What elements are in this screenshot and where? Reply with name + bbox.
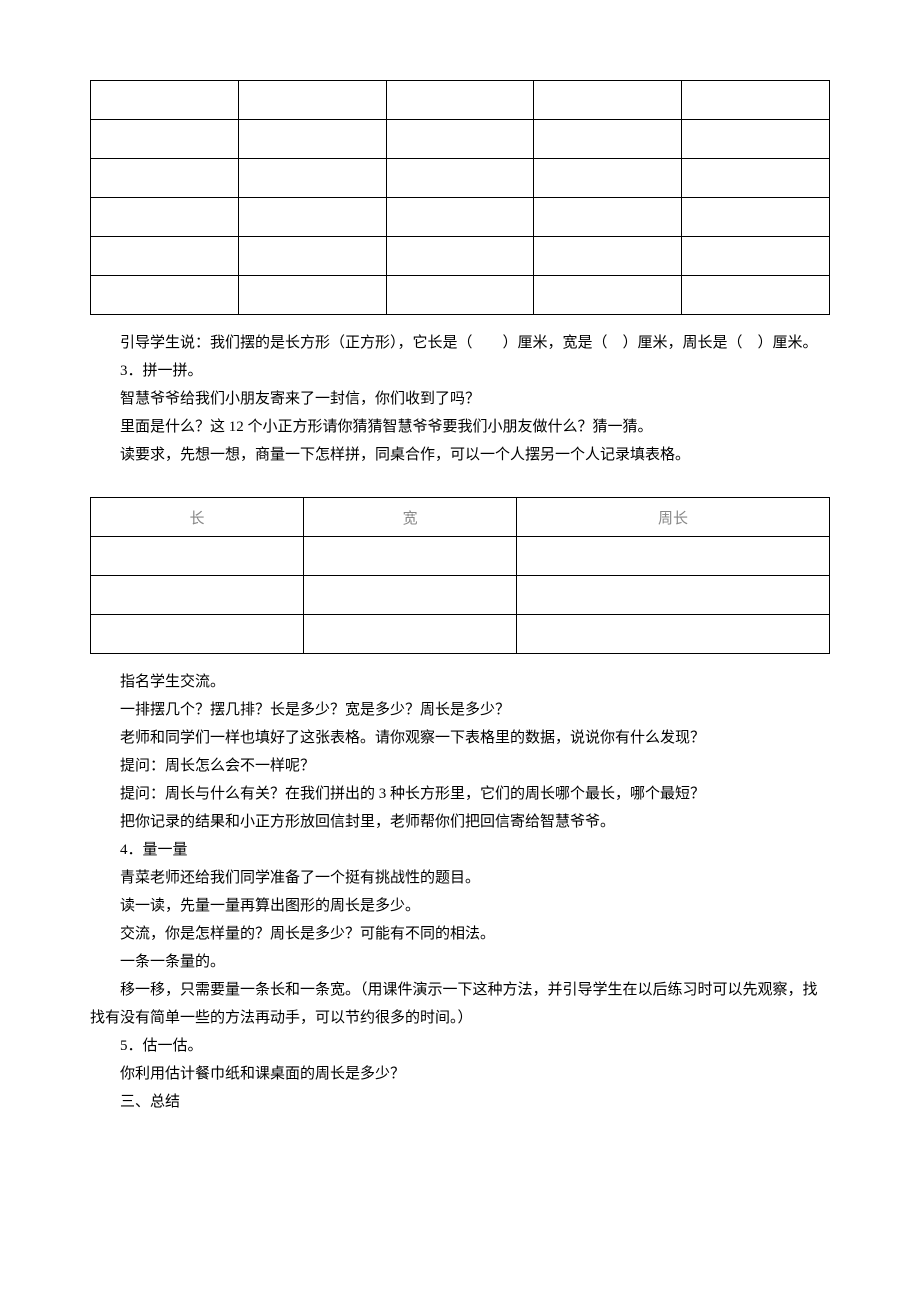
- paragraph: 你利用估计餐巾纸和课桌面的周长是多少？: [90, 1060, 830, 1088]
- paragraph: 读一读，先量一量再算出图形的周长是多少。: [90, 892, 830, 920]
- paragraph: 里面是什么？这 12 个小正方形请你猜猜智慧爷爷要我们小朋友做什么？猜一猜。: [90, 413, 830, 441]
- table-row: [91, 615, 830, 654]
- table-cell: [682, 120, 830, 159]
- paragraph-section-3: 3．拼一拼。: [90, 357, 830, 385]
- table-cell: [238, 276, 386, 315]
- paragraph-intro: 引导学生说：我们摆的是长方形（正方形），它长是（ ）厘米，宽是（ ）厘米，周长是…: [90, 329, 830, 357]
- table-cell: [534, 120, 682, 159]
- table-cell: [91, 120, 239, 159]
- table-cell: [386, 81, 534, 120]
- table-row: [91, 120, 830, 159]
- table-cell: [304, 576, 517, 615]
- table-header-row: 长 宽 周长: [91, 498, 830, 537]
- table-cell: [682, 81, 830, 120]
- table-cell: [91, 576, 304, 615]
- table-cell: [386, 237, 534, 276]
- paragraph: 把你记录的结果和小正方形放回信封里，老师帮你们把回信寄给智慧爷爷。: [90, 808, 830, 836]
- table-cell: [534, 198, 682, 237]
- table-cell: [91, 615, 304, 654]
- grid-table-1: [90, 80, 830, 315]
- document-page: 引导学生说：我们摆的是长方形（正方形），它长是（ ）厘米，宽是（ ）厘米，周长是…: [0, 0, 920, 1176]
- paragraph: 提问：周长怎么会不一样呢？: [90, 752, 830, 780]
- table-cell: [91, 81, 239, 120]
- table-cell: [386, 159, 534, 198]
- paragraph: 提问：周长与什么有关？在我们拼出的 3 种长方形里，它们的周长哪个最长，哪个最短…: [90, 780, 830, 808]
- table-cell: [682, 159, 830, 198]
- table-row: [91, 198, 830, 237]
- paragraph: 一排摆几个？摆几排？长是多少？宽是多少？周长是多少？: [90, 696, 830, 724]
- table-cell: [238, 198, 386, 237]
- table-cell: [91, 159, 239, 198]
- table-cell: [534, 237, 682, 276]
- table-cell: [238, 159, 386, 198]
- grid-table-2: 长 宽 周长: [90, 497, 830, 654]
- table-header-perimeter: 周长: [517, 498, 830, 537]
- table-cell: [91, 237, 239, 276]
- table-row: [91, 576, 830, 615]
- table-cell: [534, 81, 682, 120]
- table-cell: [682, 237, 830, 276]
- spacer: [90, 469, 830, 497]
- paragraph: 智慧爷爷给我们小朋友寄来了一封信，你们收到了吗？: [90, 385, 830, 413]
- paragraph: 老师和同学们一样也填好了这张表格。请你观察一下表格里的数据，说说你有什么发现？: [90, 724, 830, 752]
- table-row: [91, 237, 830, 276]
- paragraph: 一条一条量的。: [90, 948, 830, 976]
- table-cell: [517, 615, 830, 654]
- table-cell: [238, 237, 386, 276]
- table-cell: [238, 120, 386, 159]
- table-cell: [91, 276, 239, 315]
- paragraph: 青菜老师还给我们同学准备了一个挺有挑战性的题目。: [90, 864, 830, 892]
- paragraph: 读要求，先想一想，商量一下怎样拼，同桌合作，可以一个人摆另一个人记录填表格。: [90, 441, 830, 469]
- table-header-length: 长: [91, 498, 304, 537]
- table-cell: [682, 198, 830, 237]
- table-cell: [386, 198, 534, 237]
- table-cell: [91, 537, 304, 576]
- table-row: [91, 276, 830, 315]
- table-row: [91, 159, 830, 198]
- paragraph: 指名学生交流。: [90, 668, 830, 696]
- table-cell: [304, 615, 517, 654]
- table-cell: [517, 576, 830, 615]
- table-header-width: 宽: [304, 498, 517, 537]
- table-cell: [682, 276, 830, 315]
- table-cell: [304, 537, 517, 576]
- paragraph-section-summary: 三、总结: [90, 1088, 830, 1116]
- paragraph-section-4: 4．量一量: [90, 836, 830, 864]
- table-cell: [238, 81, 386, 120]
- table-cell: [386, 276, 534, 315]
- table-cell: [386, 120, 534, 159]
- paragraph: 移一移，只需要量一条长和一条宽。（用课件演示一下这种方法，并引导学生在以后练习时…: [90, 976, 830, 1032]
- table-cell: [534, 276, 682, 315]
- table-cell: [534, 159, 682, 198]
- table-cell: [517, 537, 830, 576]
- table-cell: [91, 198, 239, 237]
- paragraph-section-5: 5．估一估。: [90, 1032, 830, 1060]
- table-row: [91, 81, 830, 120]
- paragraph: 交流，你是怎样量的？周长是多少？可能有不同的相法。: [90, 920, 830, 948]
- table-row: [91, 537, 830, 576]
